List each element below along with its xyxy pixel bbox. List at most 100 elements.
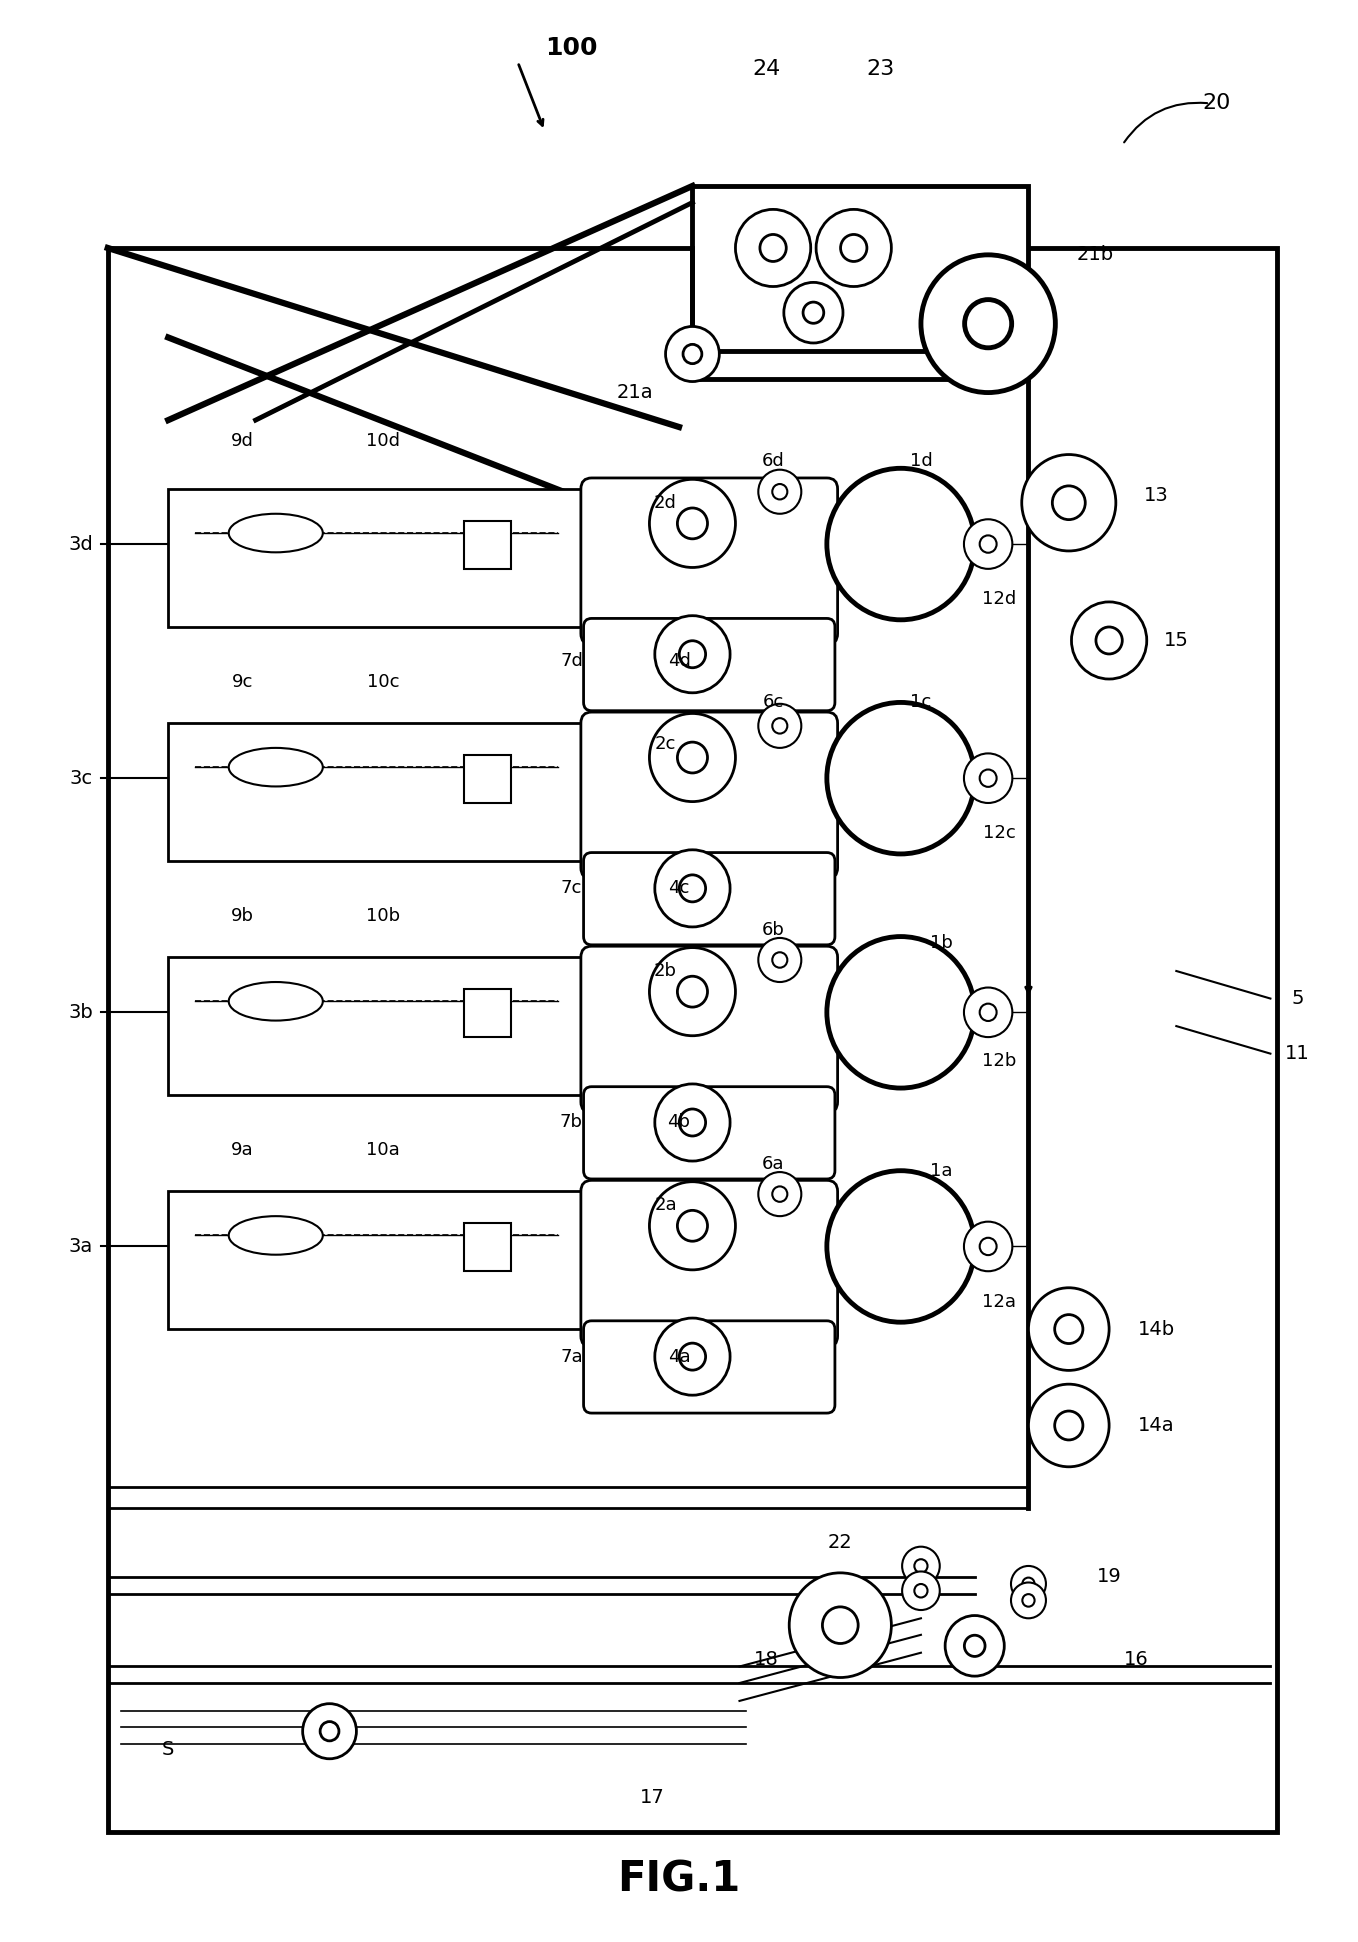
Text: 6b: 6b [762, 921, 785, 938]
Text: 13: 13 [1143, 486, 1168, 505]
Circle shape [655, 851, 731, 926]
Circle shape [758, 1173, 801, 1216]
Text: 4c: 4c [668, 880, 690, 897]
Ellipse shape [228, 983, 323, 1021]
Circle shape [773, 719, 788, 734]
Text: 12c: 12c [983, 823, 1016, 843]
Circle shape [678, 509, 708, 538]
Text: 100: 100 [545, 37, 598, 60]
Text: 7a: 7a [559, 1348, 583, 1365]
Circle shape [758, 938, 801, 983]
Text: 9c: 9c [231, 672, 253, 691]
Bar [168, 489, 585, 627]
Circle shape [758, 470, 801, 515]
Text: 11: 11 [1285, 1045, 1309, 1062]
Circle shape [1028, 1288, 1109, 1371]
Circle shape [303, 1703, 356, 1759]
Circle shape [758, 703, 801, 748]
Circle shape [760, 235, 786, 262]
Circle shape [914, 1559, 928, 1573]
Text: 5: 5 [1291, 988, 1304, 1008]
Bar [464, 755, 511, 802]
Text: 12a: 12a [982, 1293, 1016, 1311]
FancyBboxPatch shape [581, 946, 838, 1113]
Circle shape [784, 282, 843, 344]
Bar [107, 249, 1277, 1831]
Circle shape [964, 1222, 1012, 1272]
Circle shape [945, 1616, 1005, 1676]
Circle shape [678, 1210, 708, 1241]
FancyBboxPatch shape [581, 1181, 838, 1348]
Text: 9d: 9d [231, 431, 254, 451]
Bar [168, 722, 585, 860]
FancyBboxPatch shape [584, 618, 835, 711]
Text: 20: 20 [1202, 93, 1230, 113]
Circle shape [1023, 1577, 1035, 1590]
Circle shape [679, 641, 706, 668]
Text: 7c: 7c [561, 880, 583, 897]
Text: 1a: 1a [930, 1161, 952, 1179]
Circle shape [914, 1585, 928, 1598]
Text: 6d: 6d [762, 452, 785, 470]
Circle shape [1010, 1583, 1046, 1618]
Circle shape [964, 1635, 985, 1657]
Circle shape [649, 480, 736, 567]
Circle shape [649, 1183, 736, 1270]
Text: 15: 15 [1164, 631, 1188, 651]
Circle shape [1071, 602, 1146, 680]
Circle shape [902, 1546, 940, 1585]
Circle shape [841, 235, 866, 262]
Circle shape [773, 1187, 788, 1202]
Text: 1d: 1d [910, 452, 933, 470]
Circle shape [679, 1344, 706, 1371]
Text: 16: 16 [1123, 1651, 1149, 1668]
Circle shape [678, 977, 708, 1008]
Text: 1b: 1b [930, 934, 952, 952]
Text: 6c: 6c [762, 693, 784, 711]
Bar [464, 1223, 511, 1272]
FancyBboxPatch shape [581, 713, 838, 878]
Bar [693, 186, 1028, 352]
Circle shape [827, 936, 975, 1088]
Text: 14b: 14b [1138, 1319, 1175, 1338]
Text: 21a: 21a [617, 383, 653, 402]
Circle shape [902, 1571, 940, 1610]
Text: 17: 17 [640, 1789, 664, 1806]
Circle shape [1052, 486, 1085, 520]
Text: 3c: 3c [69, 769, 92, 788]
Text: 19: 19 [1097, 1567, 1122, 1587]
Text: 7b: 7b [559, 1113, 583, 1132]
Text: 10b: 10b [367, 907, 401, 924]
Circle shape [678, 742, 708, 773]
Text: FIG.1: FIG.1 [618, 1858, 740, 1901]
Circle shape [1023, 1594, 1035, 1606]
Circle shape [979, 536, 997, 553]
Circle shape [649, 713, 736, 802]
Circle shape [823, 1606, 858, 1643]
Text: 10a: 10a [367, 1142, 401, 1159]
Bar [464, 988, 511, 1037]
Circle shape [921, 254, 1055, 392]
Text: S: S [162, 1740, 174, 1759]
Text: 2d: 2d [655, 493, 678, 513]
Circle shape [827, 703, 975, 854]
Ellipse shape [228, 1216, 323, 1255]
Circle shape [1055, 1315, 1082, 1344]
Circle shape [964, 519, 1012, 569]
Circle shape [655, 616, 731, 693]
Circle shape [816, 210, 891, 287]
FancyBboxPatch shape [584, 853, 835, 946]
Circle shape [773, 952, 788, 967]
Text: 10d: 10d [367, 431, 401, 451]
Text: 1c: 1c [910, 693, 932, 711]
Text: 6a: 6a [762, 1155, 785, 1173]
Circle shape [320, 1723, 340, 1740]
Circle shape [683, 344, 702, 363]
Circle shape [964, 299, 1012, 348]
Text: 23: 23 [866, 58, 895, 80]
Circle shape [649, 948, 736, 1035]
Text: 18: 18 [754, 1651, 778, 1668]
Bar [168, 957, 585, 1095]
Text: 12d: 12d [982, 590, 1016, 608]
Ellipse shape [228, 748, 323, 787]
